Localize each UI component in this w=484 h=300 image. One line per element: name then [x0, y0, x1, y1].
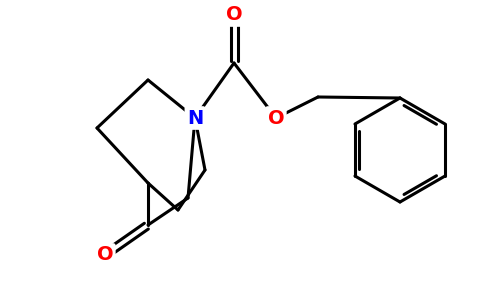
Text: O: O — [97, 245, 113, 265]
Text: N: N — [187, 109, 203, 128]
Text: O: O — [268, 109, 284, 128]
Text: O: O — [226, 5, 242, 25]
